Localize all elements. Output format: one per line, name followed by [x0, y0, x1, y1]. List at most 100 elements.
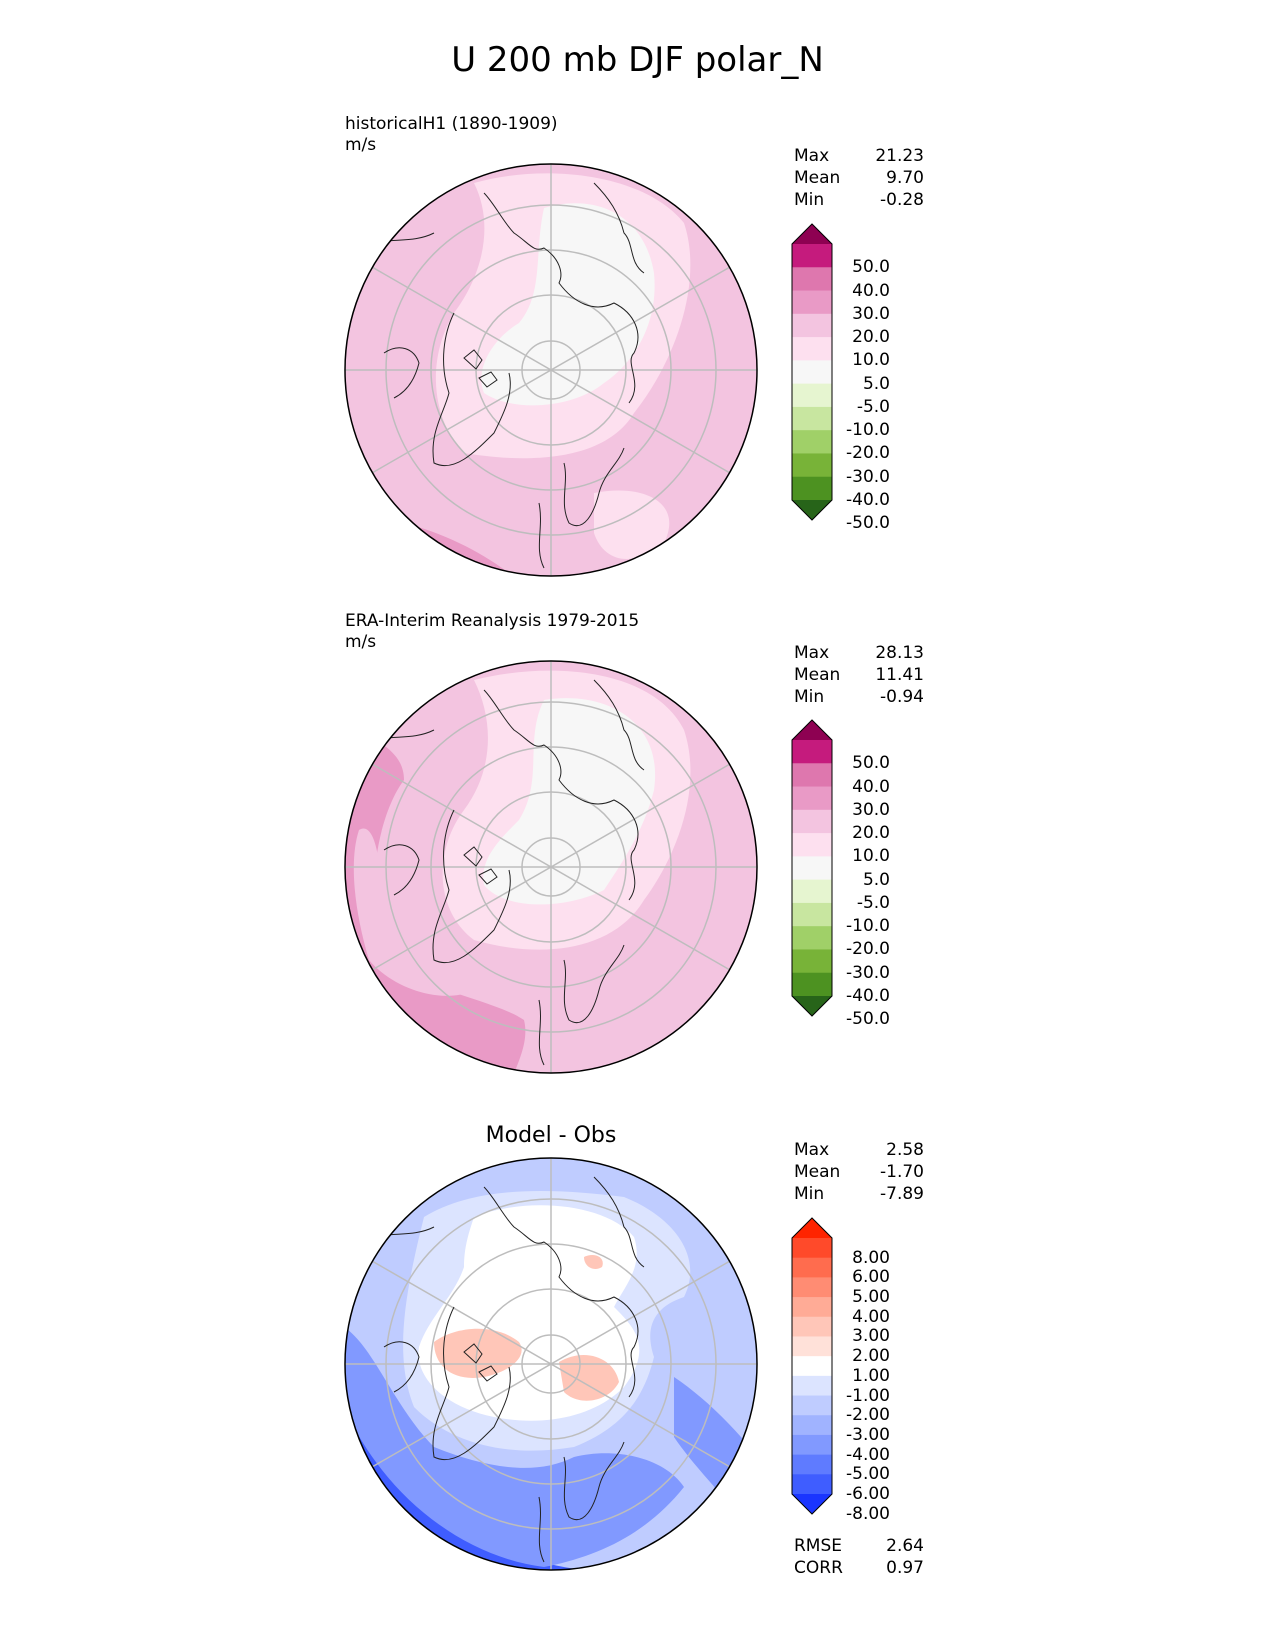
field-colorbar-tick-label: -50.0 — [846, 513, 890, 534]
field-colorbar-tick-label: 40.0 — [852, 776, 890, 797]
colorbar-3 — [791, 1217, 833, 1515]
field-colorbar-bin — [792, 406, 832, 431]
diff-colorbar-outline — [791, 1217, 833, 1515]
diff-colorbar-bin — [792, 1454, 832, 1475]
metric-row: RMSE 2.64 — [794, 1536, 924, 1556]
panel-1-units: m/s — [345, 135, 377, 155]
diff-colorbar-bin — [792, 1415, 832, 1436]
panel-2-label: ERA-Interim Reanalysis 1979-2015 m/s — [345, 611, 639, 653]
field-colorbar-tick-label: 5.0 — [862, 869, 890, 890]
stat-row: Min -0.94 — [794, 687, 924, 707]
field-colorbar-bin — [792, 290, 832, 315]
diff-colorbar-bin — [792, 1257, 832, 1278]
diff-colorbar-tick-label: -2.00 — [846, 1405, 890, 1426]
field-colorbar-outline — [791, 223, 833, 521]
diff-colorbar-bin — [792, 1356, 832, 1377]
field-colorbar-tick-label: -40.0 — [846, 490, 890, 510]
field-colorbar-tick-label: 20.0 — [852, 823, 890, 844]
diff-colorbar-tick-label: 8.00 — [852, 1247, 890, 1268]
map-2-bg-inner — [353, 828, 474, 996]
map-3-boundary — [344, 1157, 758, 1571]
field-colorbar-bin — [792, 453, 832, 478]
metric-row: CORR 0.97 — [794, 1558, 924, 1578]
field-colorbar-bin — [792, 313, 832, 338]
diff-colorbar-bin — [792, 1375, 832, 1396]
panel-3-title: Model - Obs — [485, 1123, 617, 1148]
field-colorbar-bin — [792, 383, 832, 408]
field-colorbar-tick-label: -5.0 — [856, 396, 890, 417]
map-2-coastlines — [373, 679, 645, 1066]
diff-colorbar-tick-label: -1.00 — [846, 1385, 890, 1406]
field-colorbar-bin — [792, 360, 832, 385]
field-colorbar-bin — [792, 224, 832, 244]
diff-colorbar-tick-label: 6.00 — [852, 1267, 890, 1288]
field-colorbar-bin — [792, 902, 832, 927]
field-colorbar-tick-label: 30.0 — [852, 303, 890, 324]
diff-colorbar-tick-label: 1.00 — [852, 1365, 890, 1386]
field-colorbar-tick-label: -10.0 — [846, 916, 890, 937]
diff-colorbar-tick-label: -4.00 — [846, 1444, 890, 1465]
diff-colorbar-bin — [792, 1297, 832, 1318]
diff-colorbar-bin — [792, 1474, 832, 1495]
map-1-boundary — [344, 163, 758, 577]
panel-2-map — [344, 660, 758, 1074]
map-2-mid-region — [345, 720, 526, 1073]
field-colorbar-bin — [792, 337, 832, 361]
field-colorbar-bin — [792, 879, 832, 904]
panel-2-units: m/s — [345, 632, 377, 652]
field-colorbar-tick-label: 30.0 — [852, 799, 890, 820]
colorbar-2 — [791, 719, 833, 1017]
panel-2-stats: Max 28.13 Mean 11.41 Min -0.94 — [794, 642, 924, 708]
field-colorbar-tick-label: -40.0 — [846, 986, 890, 1006]
diff-colorbar-bin — [792, 1494, 832, 1514]
field-colorbar-bin — [792, 972, 832, 997]
field-colorbar-bin — [792, 267, 832, 291]
panel-1-dataset: historicalH1 (1890-1909) — [345, 114, 558, 134]
field-colorbar-bin — [792, 476, 832, 501]
diff-colorbar-tick-label: 3.00 — [852, 1326, 890, 1347]
diff-colorbar-tick-label: -3.00 — [846, 1424, 890, 1445]
field-colorbar-tick-label: -20.0 — [846, 443, 890, 464]
diff-colorbar-bin — [792, 1395, 832, 1416]
field-colorbar-bin — [792, 763, 832, 787]
map-3-graticule — [345, 1158, 757, 1570]
field-colorbar-tick-label: 50.0 — [852, 257, 890, 278]
page-title: U 200 mb DJF polar_N — [451, 40, 824, 80]
field-colorbar-bin — [792, 244, 832, 268]
field-colorbar-tick-label: 10.0 — [852, 350, 890, 371]
diff-colorbar-bin — [792, 1434, 832, 1456]
stat-row: Max 28.13 — [794, 643, 924, 663]
field-colorbar-tick-label: 20.0 — [852, 327, 890, 348]
field-colorbar-bin — [792, 926, 832, 950]
field-colorbar-outline — [791, 719, 833, 1017]
field-colorbar-bin — [792, 786, 832, 811]
diff-colorbar-tick-label: 2.00 — [852, 1346, 890, 1367]
field-colorbar-tick-label: -10.0 — [846, 420, 890, 441]
field-colorbar-tick-label: 40.0 — [852, 280, 890, 301]
map-3-red-anomaly-2 — [559, 1354, 619, 1401]
map-1-light-region-2 — [594, 490, 670, 560]
diff-colorbar-tick-label: 5.00 — [852, 1287, 890, 1308]
diff-colorbar-bin — [792, 1336, 832, 1357]
field-colorbar-bin — [792, 720, 832, 740]
panel-3-stats: Max 2.58 Mean -1.70 Min -7.89 — [794, 1139, 924, 1205]
field-colorbar-bin — [792, 949, 832, 974]
panel-1-label: historicalH1 (1890-1909) m/s — [345, 114, 558, 156]
stat-row: Mean -1.70 — [794, 1162, 924, 1182]
field-colorbar-bin — [792, 996, 832, 1016]
panel-2-dataset: ERA-Interim Reanalysis 1979-2015 — [345, 611, 640, 631]
field-colorbar-tick-label: -30.0 — [846, 466, 890, 487]
field-colorbar-bin — [792, 856, 832, 881]
field-colorbar-bin — [792, 740, 832, 764]
field-colorbar-tick-label: 10.0 — [852, 846, 890, 867]
field-colorbar-bin — [792, 809, 832, 834]
field-colorbar-tick-label: 5.0 — [862, 373, 890, 394]
map-3-red-anomaly-3 — [584, 1255, 603, 1269]
field-colorbar-bin — [792, 833, 832, 857]
field-colorbar-tick-label: -30.0 — [846, 962, 890, 983]
stat-row: Min -0.28 — [794, 190, 924, 210]
stat-row: Mean 11.41 — [794, 665, 924, 685]
stat-row: Mean 9.70 — [794, 168, 924, 188]
diff-colorbar-tick-label: -6.00 — [846, 1484, 890, 1504]
field-colorbar-tick-label: 50.0 — [852, 753, 890, 774]
